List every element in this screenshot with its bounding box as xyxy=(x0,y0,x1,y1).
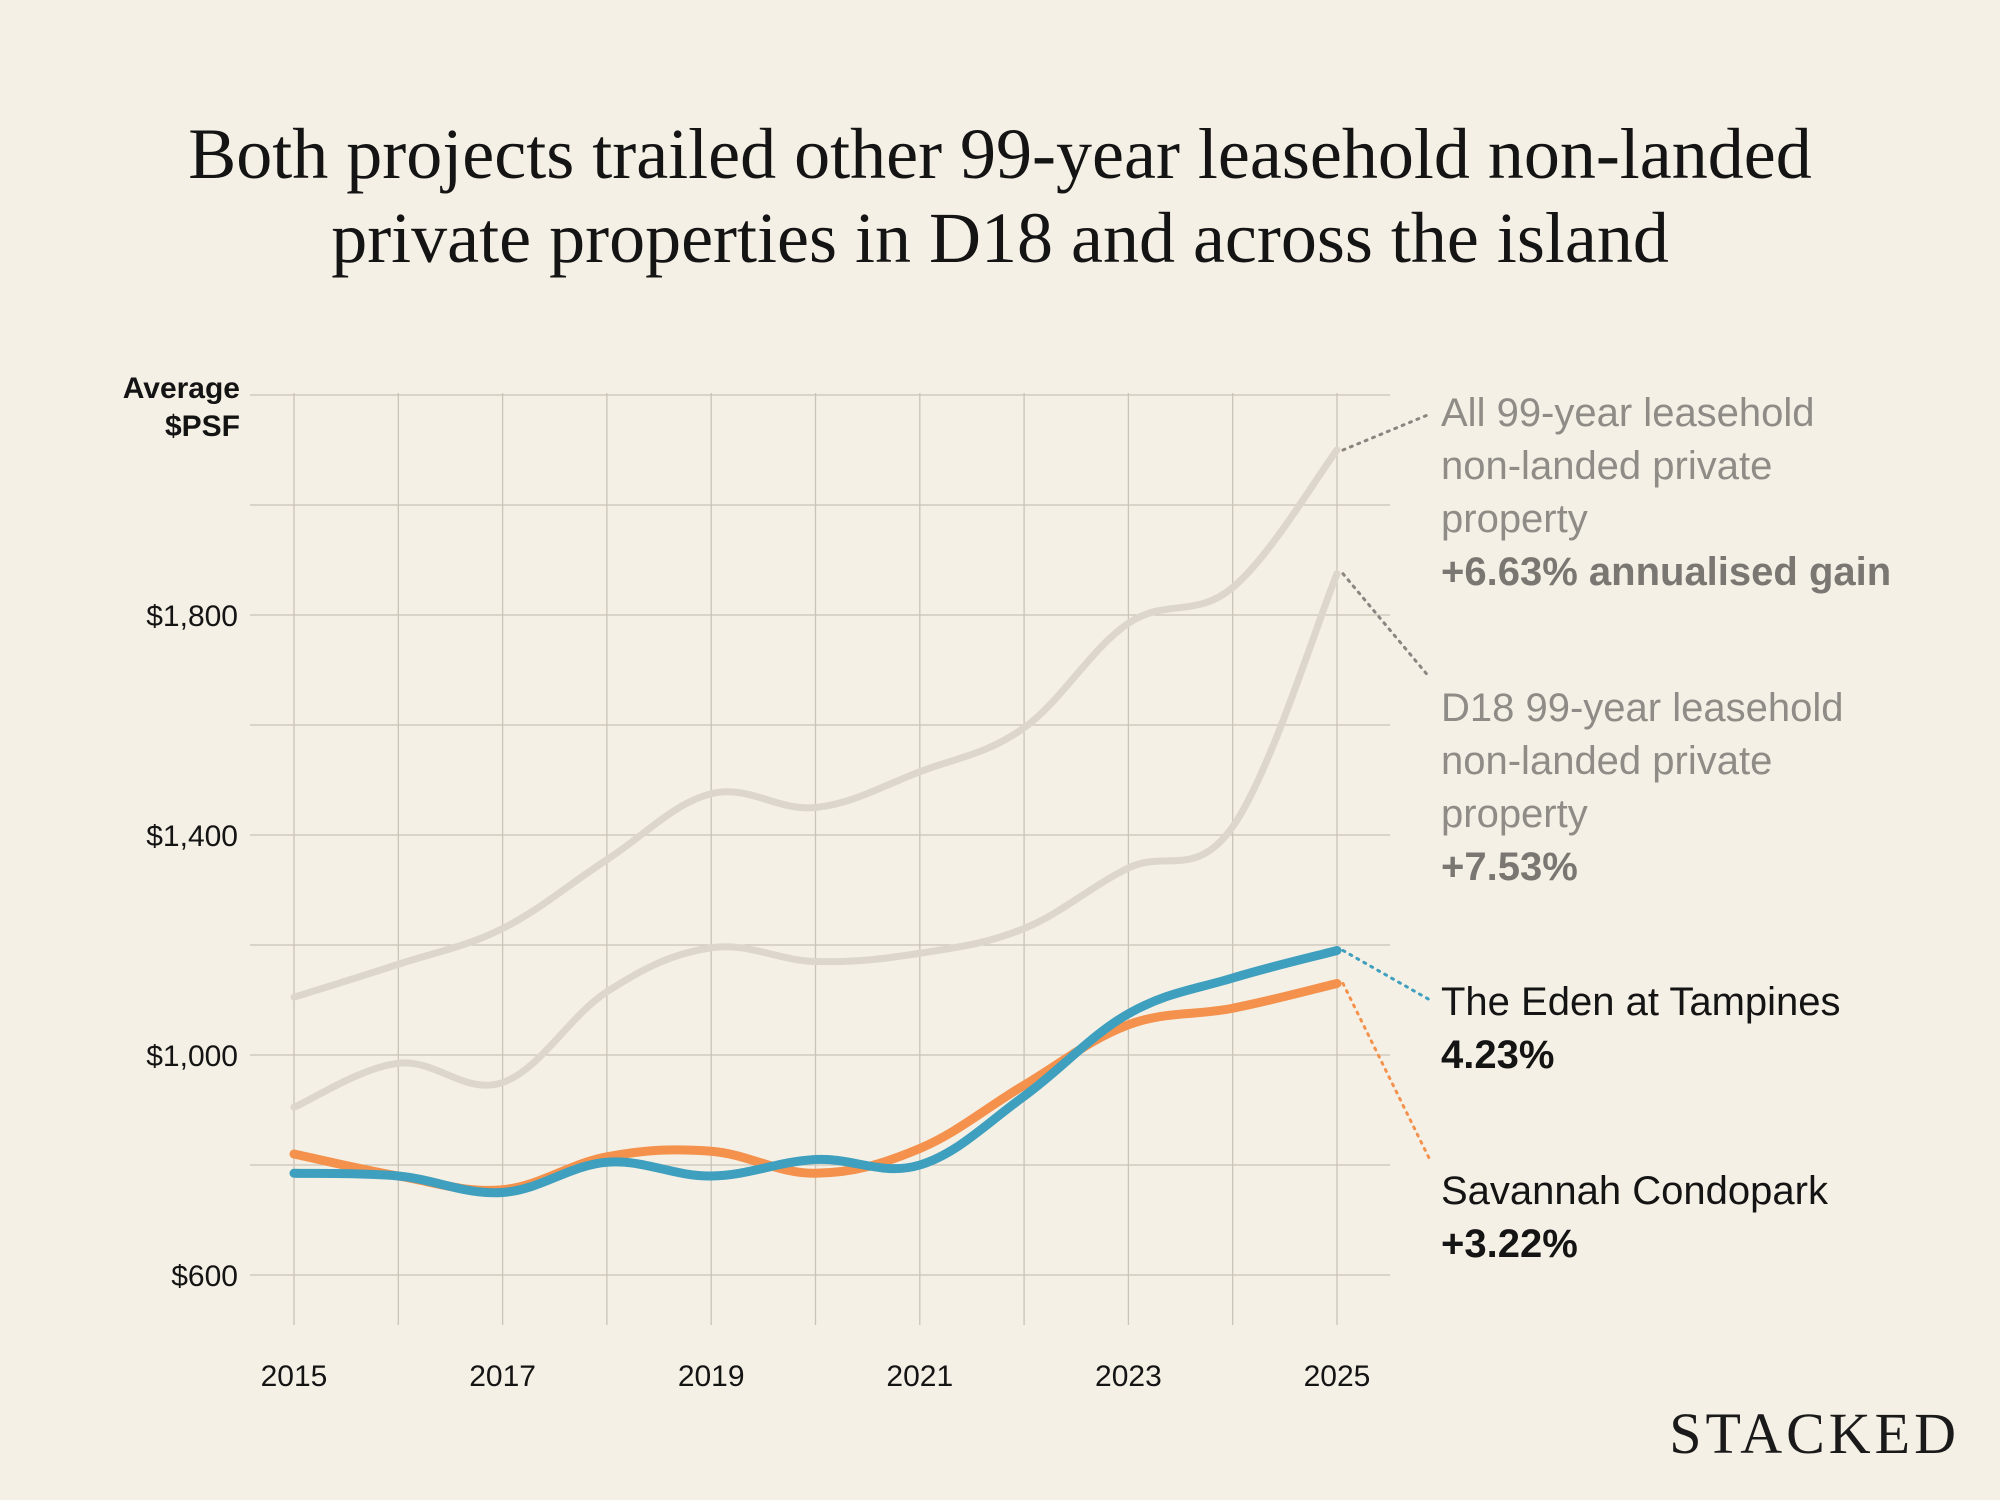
y-tick-label: $600 xyxy=(171,1260,238,1293)
leader-lines xyxy=(1341,412,1432,1162)
leader-line-savannah xyxy=(1341,982,1432,1162)
grid xyxy=(250,393,1390,1325)
y-tick-label: $1,000 xyxy=(146,1040,238,1073)
y-axis-label-line-2: $PSF xyxy=(164,410,240,443)
annotation-all-name-line-1: All 99-year leasehold xyxy=(1441,391,1815,435)
x-tick-label: 2021 xyxy=(886,1360,953,1393)
x-tick-label: 2023 xyxy=(1095,1360,1162,1393)
series-lines xyxy=(289,446,1342,1198)
annotation-d18-name-line-1: D18 99-year leasehold xyxy=(1441,686,1844,730)
brand-logo: STACKED xyxy=(1669,1401,1960,1466)
annotation-d18-name-line-2: non-landed private xyxy=(1441,739,1773,783)
annotation-eden-gain: 4.23% xyxy=(1441,1033,1555,1077)
chart-title: Both projects trailed other 99-year leas… xyxy=(0,112,2000,280)
annotation-all-gain: +6.63% annualised gain xyxy=(1441,550,1892,594)
annotation-all-name-line-2: non-landed private xyxy=(1441,444,1773,488)
leader-line-d18 xyxy=(1341,572,1432,680)
x-tick-label: 2025 xyxy=(1304,1360,1371,1393)
chart-title-line-1: Both projects trailed other 99-year leas… xyxy=(188,114,1812,194)
series-line-eden xyxy=(289,946,1342,1198)
chart-title-line-2: private properties in D18 and across the… xyxy=(331,198,1669,278)
x-tick-label: 2019 xyxy=(678,1360,745,1393)
series-line-d18 xyxy=(290,570,1341,1111)
y-axis-label: Average $PSF xyxy=(60,370,240,446)
annotation-d18-gain: +7.53% xyxy=(1441,845,1578,889)
y-tick-label: $1,800 xyxy=(146,600,238,633)
axis-ticks: $600 $1,000 $1,400 $1,800 2015 2017 2019 2021 20… xyxy=(146,600,1370,1393)
annotation-savannah: Savannah Condopark +3.22% xyxy=(1441,1165,1981,1271)
y-axis-label-line-1: Average xyxy=(122,372,240,405)
annotation-all-island: All 99-year leasehold non-landed private… xyxy=(1441,387,1981,599)
series-line-all xyxy=(290,446,1341,1001)
annotation-eden-name: The Eden at Tampines xyxy=(1441,980,1841,1024)
annotation-savannah-gain: +3.22% xyxy=(1441,1222,1578,1266)
leader-line-all xyxy=(1341,412,1432,452)
annotation-savannah-name: Savannah Condopark xyxy=(1441,1169,1828,1213)
y-tick-label: $1,400 xyxy=(146,820,238,853)
annotation-eden: The Eden at Tampines 4.23% xyxy=(1441,976,1981,1082)
annotation-d18-name-line-3: property xyxy=(1441,792,1588,836)
annotation-d18: D18 99-year leasehold non-landed private… xyxy=(1441,682,1981,894)
x-tick-label: 2015 xyxy=(261,1360,328,1393)
leader-line-eden xyxy=(1341,949,1432,1002)
x-tick-label: 2017 xyxy=(469,1360,536,1393)
annotation-all-name-line-3: property xyxy=(1441,497,1588,541)
